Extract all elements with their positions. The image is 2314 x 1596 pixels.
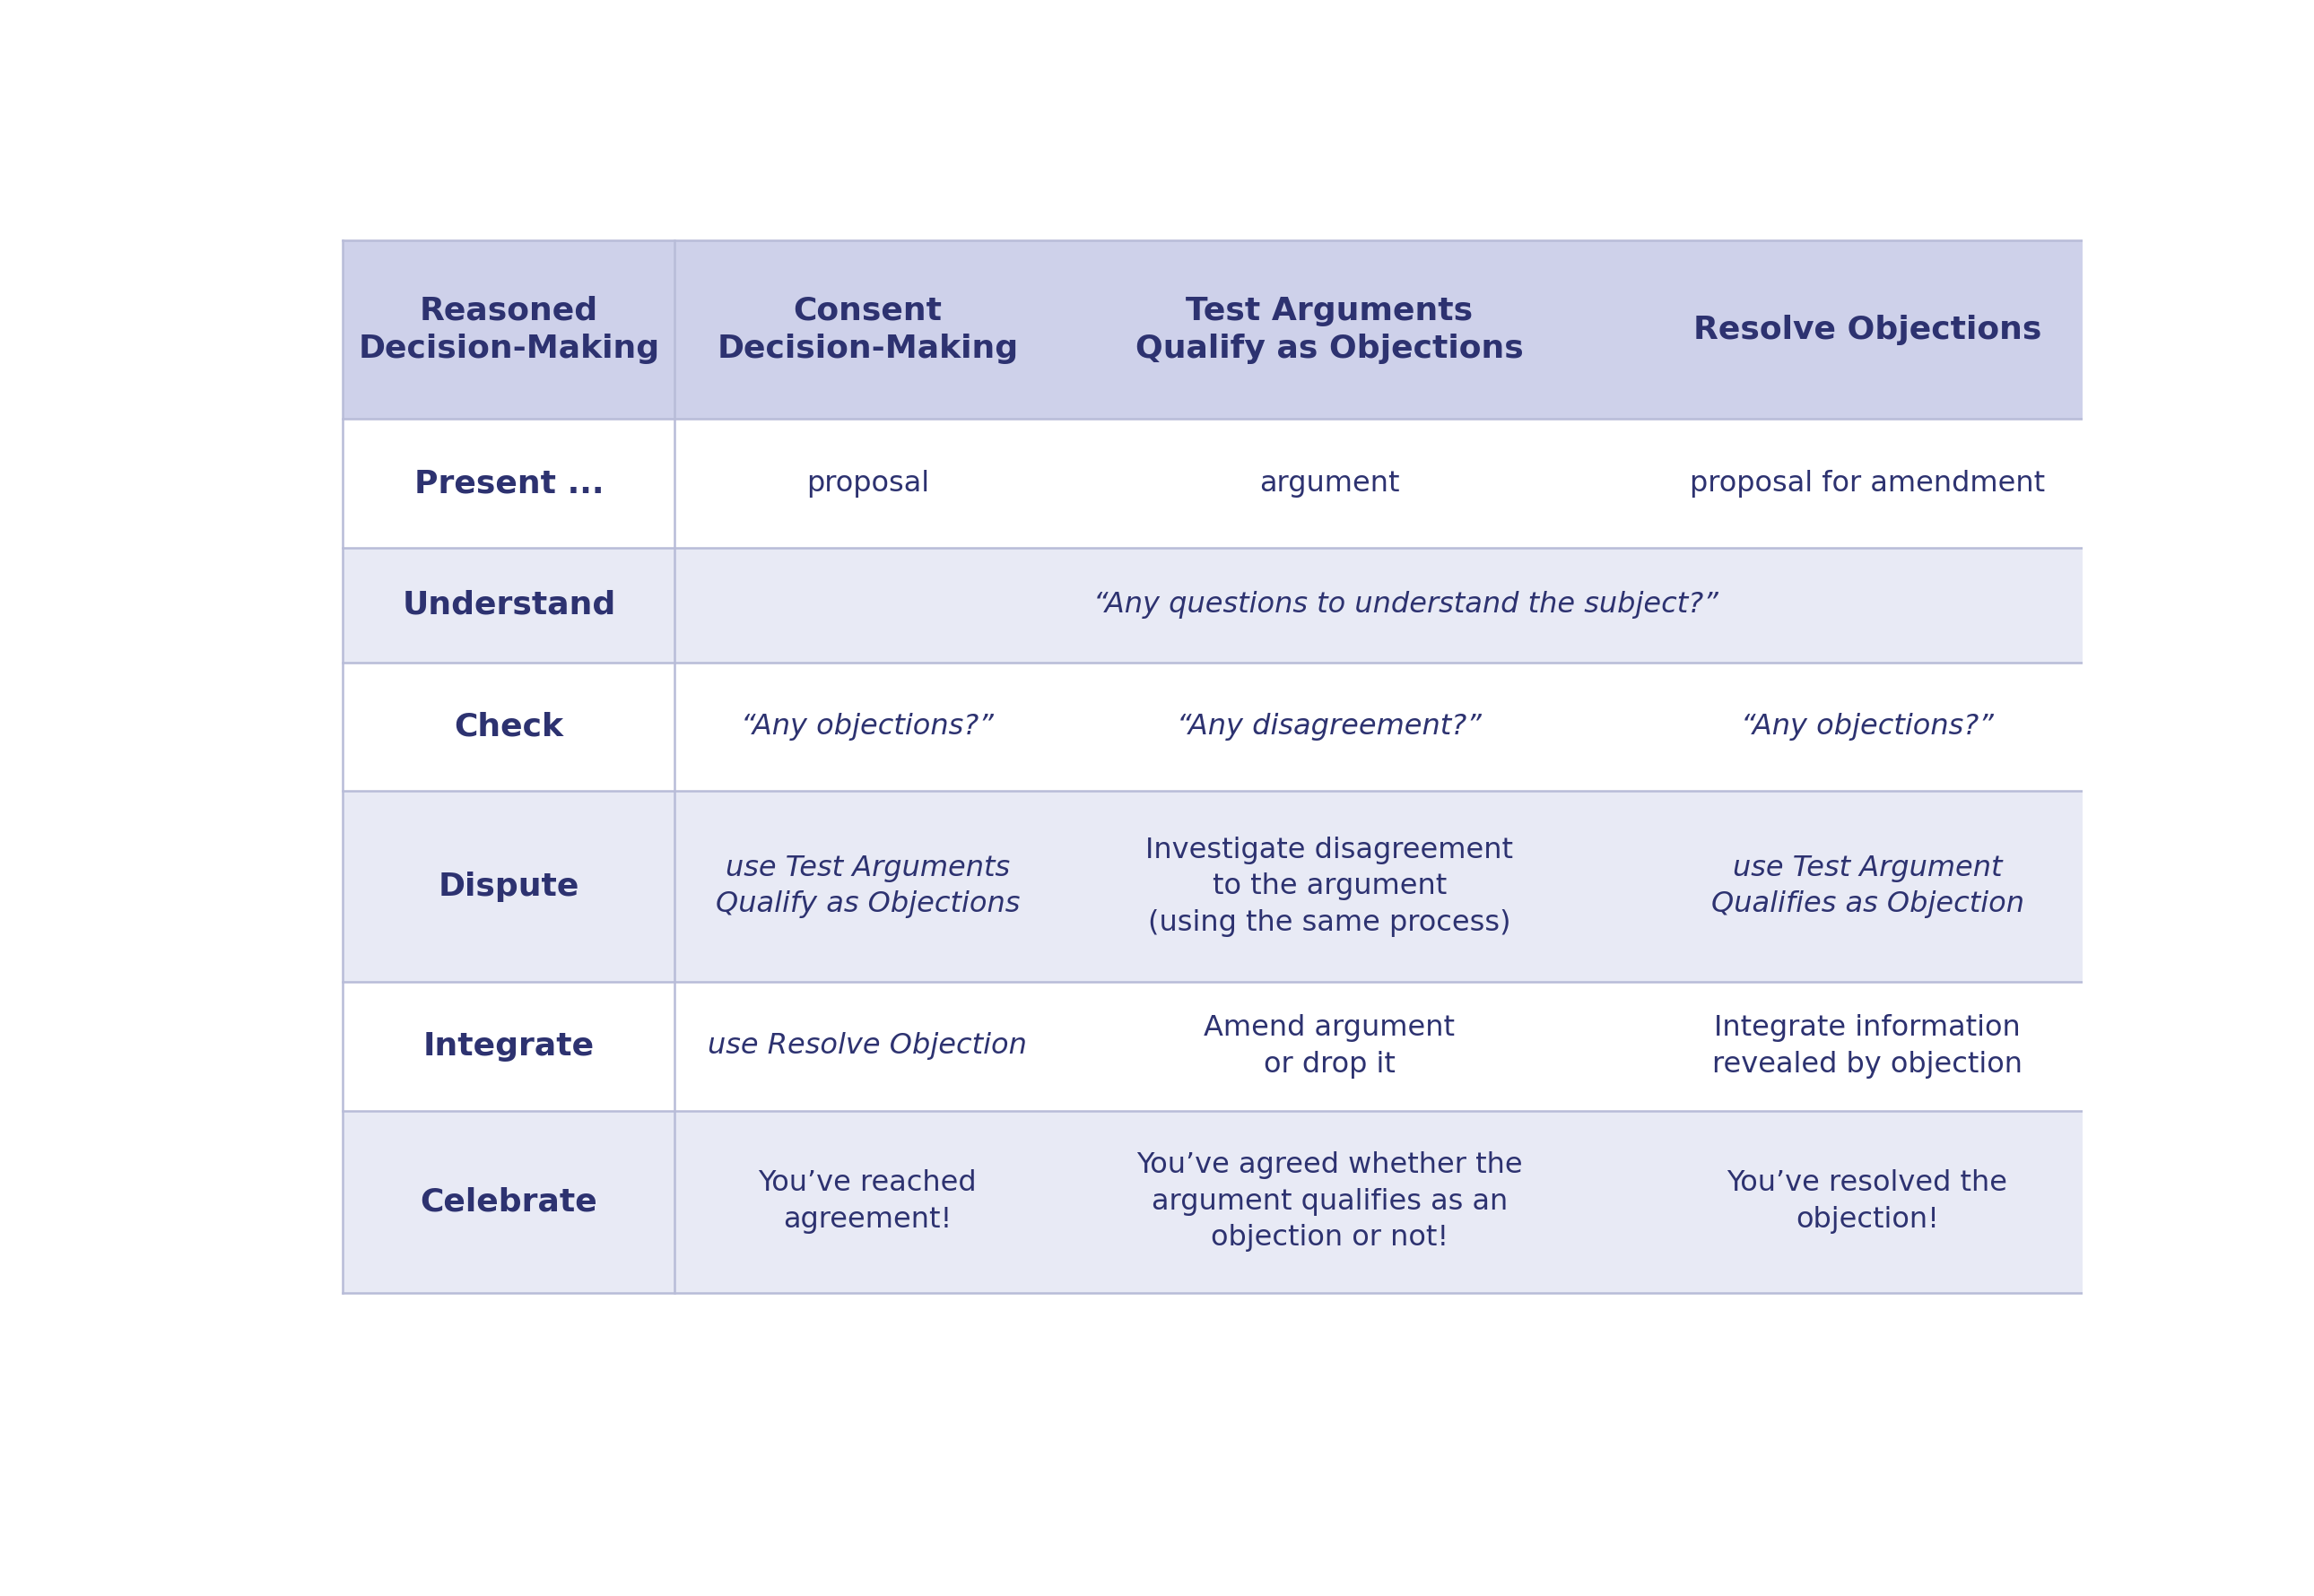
Text: Resolve Objections: Resolve Objections [1694,314,2041,345]
Text: Amend argument
or drop it: Amend argument or drop it [1203,1013,1456,1079]
Text: Consent
Decision-Making: Consent Decision-Making [717,295,1018,364]
Bar [342,982,2136,1111]
Text: “Any disagreement?”: “Any disagreement?” [1178,713,1481,741]
Text: use Test Argument
Qualifies as Objection: use Test Argument Qualifies as Objection [1710,854,2025,919]
Text: proposal for amendment: proposal for amendment [1689,469,2046,498]
Text: Check: Check [454,712,565,742]
Text: “Any objections?”: “Any objections?” [1740,713,1995,741]
Bar [342,547,2136,662]
Text: Celebrate: Celebrate [421,1186,597,1216]
Text: Understand: Understand [403,591,616,621]
Text: “Any questions to understand the subject?”: “Any questions to understand the subject… [1092,591,1717,619]
Bar [342,418,2136,547]
Text: use Resolve Objection: use Resolve Objection [708,1033,1027,1060]
Text: argument: argument [1259,469,1400,498]
Bar [342,792,2136,982]
Text: Integrate: Integrate [423,1031,595,1061]
Text: use Test Arguments
Qualify as Objections: use Test Arguments Qualify as Objections [715,854,1020,919]
Text: Integrate information
revealed by objection: Integrate information revealed by object… [1712,1013,2022,1079]
Text: proposal: proposal [805,469,930,498]
Bar [342,241,2136,418]
Text: Dispute: Dispute [437,871,578,902]
Bar [342,1111,2136,1293]
Text: Present ...: Present ... [414,468,604,498]
Text: Investigate disagreement
to the argument
(using the same process): Investigate disagreement to the argument… [1145,836,1513,937]
Bar [342,662,2136,792]
Text: You’ve agreed whether the
argument qualifies as an
objection or not!: You’ve agreed whether the argument quali… [1136,1151,1523,1251]
Text: Reasoned
Decision-Making: Reasoned Decision-Making [359,295,659,364]
Text: “Any objections?”: “Any objections?” [740,713,995,741]
Text: You’ve resolved the
objection!: You’ve resolved the objection! [1726,1170,2009,1234]
Text: You’ve reached
agreement!: You’ve reached agreement! [759,1170,977,1234]
Text: Test Arguments
Qualify as Objections: Test Arguments Qualify as Objections [1136,295,1523,364]
